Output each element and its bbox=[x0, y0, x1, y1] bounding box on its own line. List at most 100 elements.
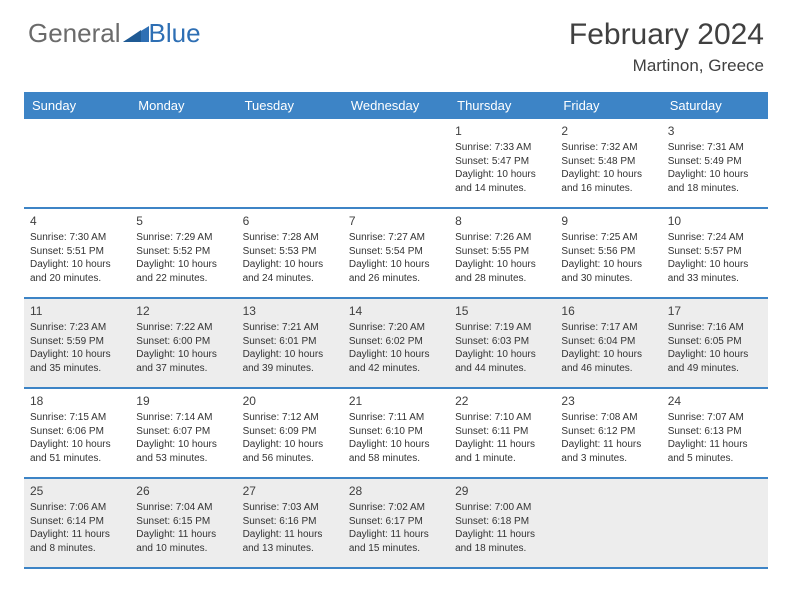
sunset-line: Sunset: 6:11 PM bbox=[455, 425, 549, 439]
day-number: 3 bbox=[668, 123, 762, 139]
dow-cell: Tuesday bbox=[237, 92, 343, 119]
day-cell: 6Sunrise: 7:28 AMSunset: 5:53 PMDaylight… bbox=[237, 209, 343, 297]
day-number: 4 bbox=[30, 213, 124, 229]
day-number: 1 bbox=[455, 123, 549, 139]
day-number: 19 bbox=[136, 393, 230, 409]
daylight-line: Daylight: 10 hours and 39 minutes. bbox=[243, 348, 337, 375]
daylight-line: Daylight: 10 hours and 51 minutes. bbox=[30, 438, 124, 465]
day-cell: 19Sunrise: 7:14 AMSunset: 6:07 PMDayligh… bbox=[130, 389, 236, 477]
sunrise-line: Sunrise: 7:33 AM bbox=[455, 141, 549, 155]
daylight-line: Daylight: 11 hours and 10 minutes. bbox=[136, 528, 230, 555]
header: General Blue February 2024 Martinon, Gre… bbox=[0, 0, 792, 84]
sunset-line: Sunset: 5:56 PM bbox=[561, 245, 655, 259]
daylight-line: Daylight: 11 hours and 15 minutes. bbox=[349, 528, 443, 555]
sunset-line: Sunset: 5:54 PM bbox=[349, 245, 443, 259]
day-cell: 9Sunrise: 7:25 AMSunset: 5:56 PMDaylight… bbox=[555, 209, 661, 297]
day-cell bbox=[343, 119, 449, 207]
day-number: 18 bbox=[30, 393, 124, 409]
sunrise-line: Sunrise: 7:16 AM bbox=[668, 321, 762, 335]
sunrise-line: Sunrise: 7:27 AM bbox=[349, 231, 443, 245]
sunrise-line: Sunrise: 7:12 AM bbox=[243, 411, 337, 425]
week-row: 1Sunrise: 7:33 AMSunset: 5:47 PMDaylight… bbox=[24, 119, 768, 209]
sunset-line: Sunset: 5:51 PM bbox=[30, 245, 124, 259]
logo-text-general: General bbox=[28, 18, 121, 49]
sunset-line: Sunset: 6:17 PM bbox=[349, 515, 443, 529]
sunset-line: Sunset: 5:55 PM bbox=[455, 245, 549, 259]
daylight-line: Daylight: 10 hours and 14 minutes. bbox=[455, 168, 549, 195]
daylight-line: Daylight: 10 hours and 56 minutes. bbox=[243, 438, 337, 465]
sunset-line: Sunset: 6:14 PM bbox=[30, 515, 124, 529]
sunrise-line: Sunrise: 7:23 AM bbox=[30, 321, 124, 335]
sunrise-line: Sunrise: 7:00 AM bbox=[455, 501, 549, 515]
sunset-line: Sunset: 5:53 PM bbox=[243, 245, 337, 259]
day-number: 17 bbox=[668, 303, 762, 319]
sunrise-line: Sunrise: 7:10 AM bbox=[455, 411, 549, 425]
sunset-line: Sunset: 6:03 PM bbox=[455, 335, 549, 349]
sunrise-line: Sunrise: 7:32 AM bbox=[561, 141, 655, 155]
calendar: SundayMondayTuesdayWednesdayThursdayFrid… bbox=[24, 92, 768, 569]
day-cell: 20Sunrise: 7:12 AMSunset: 6:09 PMDayligh… bbox=[237, 389, 343, 477]
sunrise-line: Sunrise: 7:22 AM bbox=[136, 321, 230, 335]
daylight-line: Daylight: 11 hours and 8 minutes. bbox=[30, 528, 124, 555]
sunset-line: Sunset: 6:01 PM bbox=[243, 335, 337, 349]
week-row: 11Sunrise: 7:23 AMSunset: 5:59 PMDayligh… bbox=[24, 299, 768, 389]
day-cell: 12Sunrise: 7:22 AMSunset: 6:00 PMDayligh… bbox=[130, 299, 236, 387]
sunset-line: Sunset: 6:15 PM bbox=[136, 515, 230, 529]
day-number: 6 bbox=[243, 213, 337, 229]
sunset-line: Sunset: 5:57 PM bbox=[668, 245, 762, 259]
day-number: 10 bbox=[668, 213, 762, 229]
day-cell: 16Sunrise: 7:17 AMSunset: 6:04 PMDayligh… bbox=[555, 299, 661, 387]
day-number: 5 bbox=[136, 213, 230, 229]
sunset-line: Sunset: 6:04 PM bbox=[561, 335, 655, 349]
day-cell: 18Sunrise: 7:15 AMSunset: 6:06 PMDayligh… bbox=[24, 389, 130, 477]
sunrise-line: Sunrise: 7:07 AM bbox=[668, 411, 762, 425]
daylight-line: Daylight: 10 hours and 18 minutes. bbox=[668, 168, 762, 195]
page-title: February 2024 bbox=[569, 18, 764, 52]
day-number: 23 bbox=[561, 393, 655, 409]
day-cell: 27Sunrise: 7:03 AMSunset: 6:16 PMDayligh… bbox=[237, 479, 343, 567]
day-cell bbox=[24, 119, 130, 207]
daylight-line: Daylight: 10 hours and 37 minutes. bbox=[136, 348, 230, 375]
dow-cell: Saturday bbox=[662, 92, 768, 119]
sunrise-line: Sunrise: 7:26 AM bbox=[455, 231, 549, 245]
daylight-line: Daylight: 10 hours and 20 minutes. bbox=[30, 258, 124, 285]
day-of-week-header: SundayMondayTuesdayWednesdayThursdayFrid… bbox=[24, 92, 768, 119]
calendar-grid: 1Sunrise: 7:33 AMSunset: 5:47 PMDaylight… bbox=[24, 119, 768, 569]
day-number: 24 bbox=[668, 393, 762, 409]
day-number: 13 bbox=[243, 303, 337, 319]
day-number: 15 bbox=[455, 303, 549, 319]
sunrise-line: Sunrise: 7:29 AM bbox=[136, 231, 230, 245]
day-cell: 15Sunrise: 7:19 AMSunset: 6:03 PMDayligh… bbox=[449, 299, 555, 387]
dow-cell: Friday bbox=[555, 92, 661, 119]
daylight-line: Daylight: 10 hours and 42 minutes. bbox=[349, 348, 443, 375]
day-cell: 25Sunrise: 7:06 AMSunset: 6:14 PMDayligh… bbox=[24, 479, 130, 567]
daylight-line: Daylight: 10 hours and 24 minutes. bbox=[243, 258, 337, 285]
sunrise-line: Sunrise: 7:21 AM bbox=[243, 321, 337, 335]
daylight-line: Daylight: 10 hours and 26 minutes. bbox=[349, 258, 443, 285]
day-cell: 14Sunrise: 7:20 AMSunset: 6:02 PMDayligh… bbox=[343, 299, 449, 387]
day-cell: 4 Sunrise: 7:30 AMSunset: 5:51 PMDaylight… bbox=[24, 209, 130, 297]
day-number: 27 bbox=[243, 483, 337, 499]
sunset-line: Sunset: 5:59 PM bbox=[30, 335, 124, 349]
daylight-line: Daylight: 10 hours and 35 minutes. bbox=[30, 348, 124, 375]
sunset-line: Sunset: 5:47 PM bbox=[455, 155, 549, 169]
daylight-line: Daylight: 10 hours and 30 minutes. bbox=[561, 258, 655, 285]
daylight-line: Daylight: 10 hours and 33 minutes. bbox=[668, 258, 762, 285]
sunrise-line: Sunrise: 7:19 AM bbox=[455, 321, 549, 335]
day-cell bbox=[130, 119, 236, 207]
logo-text-blue: Blue bbox=[149, 18, 201, 49]
sunrise-line: Sunrise: 7:30 AM bbox=[30, 231, 124, 245]
day-cell: 26Sunrise: 7:04 AMSunset: 6:15 PMDayligh… bbox=[130, 479, 236, 567]
daylight-line: Daylight: 11 hours and 13 minutes. bbox=[243, 528, 337, 555]
day-cell: 17Sunrise: 7:16 AMSunset: 6:05 PMDayligh… bbox=[662, 299, 768, 387]
day-number: 9 bbox=[561, 213, 655, 229]
day-number: 22 bbox=[455, 393, 549, 409]
daylight-line: Daylight: 10 hours and 16 minutes. bbox=[561, 168, 655, 195]
sunset-line: Sunset: 6:10 PM bbox=[349, 425, 443, 439]
sunrise-line: Sunrise: 7:03 AM bbox=[243, 501, 337, 515]
day-number: 20 bbox=[243, 393, 337, 409]
daylight-line: Daylight: 11 hours and 5 minutes. bbox=[668, 438, 762, 465]
day-cell bbox=[555, 479, 661, 567]
day-number: 12 bbox=[136, 303, 230, 319]
day-number: 7 bbox=[349, 213, 443, 229]
